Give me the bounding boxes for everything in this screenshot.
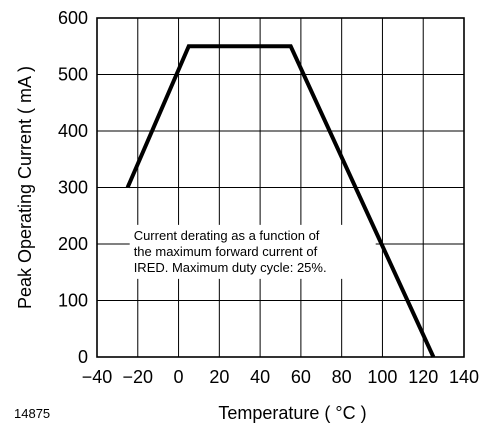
figure-id: 14875 (14, 406, 50, 421)
series-group (125, 44, 436, 358)
y-tick-label: 500 (58, 65, 88, 85)
x-tick-label: −40 (82, 367, 113, 387)
x-tick-label: 120 (408, 367, 438, 387)
grid (97, 18, 464, 357)
y-tick-label: 0 (78, 347, 88, 367)
y-tick-label: 300 (58, 178, 88, 198)
y-tick-labels: 0 100 200 300 400 500 600 (58, 8, 88, 367)
y-tick-label: 100 (58, 291, 88, 311)
y-axis-title: Peak Operating Current ( mA ) (15, 66, 35, 309)
x-tick-label: 20 (209, 367, 229, 387)
x-axis-title: Temperature ( °C ) (218, 403, 366, 423)
x-tick-label: 140 (449, 367, 479, 387)
x-tick-labels: −40 −20 0 20 40 60 80 100 120 140 (82, 367, 479, 387)
plot-frame (96, 17, 465, 358)
y-tick-label: 200 (58, 234, 88, 254)
x-tick-label: −20 (123, 367, 154, 387)
derating-curve (125, 44, 436, 358)
x-tick-label: 40 (250, 367, 270, 387)
annotation: Current derating as a function of the ma… (129, 224, 376, 279)
x-tick-label: 60 (291, 367, 311, 387)
annotation-line: Current derating as a function of (134, 228, 320, 243)
x-tick-label: 0 (174, 367, 184, 387)
annotation-line: IRED. Maximum duty cycle: 25%. (134, 260, 327, 275)
y-tick-label: 600 (58, 8, 88, 28)
x-tick-label: 100 (367, 367, 397, 387)
annotation-line: the maximum forward current of (134, 244, 318, 259)
x-tick-label: 80 (332, 367, 352, 387)
y-tick-label: 400 (58, 121, 88, 141)
annotation-background (129, 224, 376, 279)
